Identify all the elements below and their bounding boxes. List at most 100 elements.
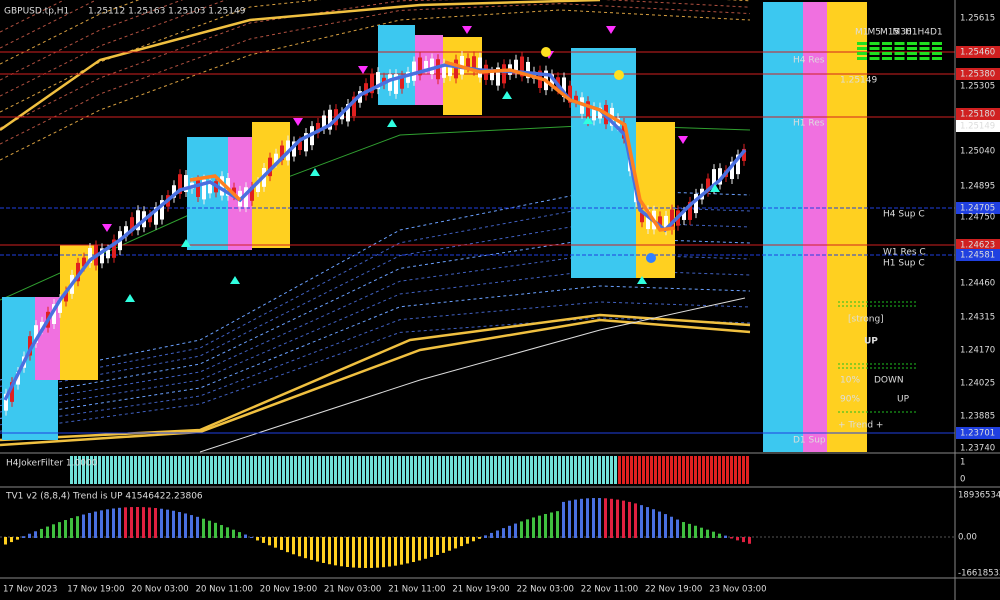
candle-body [316,122,320,134]
filter-bar [182,456,185,484]
filter-bar [310,456,313,484]
oscillator-bar [376,537,379,568]
oscillator-bar [466,537,469,544]
filter-bar [294,456,297,484]
candle-body [82,257,86,267]
ma-orange [189,174,242,202]
filter-bar [166,456,169,484]
time-label: 17 Nov 19:00 [67,585,124,595]
box [803,2,827,452]
level-label: H4 Sup C [883,210,925,220]
oscillator-bar [190,515,193,538]
filter-bar [186,456,189,484]
candle-body [448,66,452,77]
up-pct: 90% [840,395,860,405]
oscillator-bar [64,520,67,538]
candle-body [52,304,56,325]
filter-bar [486,456,489,484]
candle-body [154,207,158,225]
filter-bar [190,456,193,484]
oscillator-bar [568,500,571,538]
oscillator-bar [538,515,541,538]
candle-body [28,336,32,356]
filter-bar [70,456,73,484]
filter-bar [106,456,109,484]
candle-body [268,157,272,177]
oscillator-bar [478,537,481,539]
upper-envelope [0,0,601,132]
filter-bar [122,456,125,484]
ema-white [199,297,746,453]
candle-body [322,115,326,130]
oscillator-bar [508,525,511,538]
price-label: 1.24315 [960,313,995,323]
arrow-down [293,118,303,126]
candle-body [256,182,260,193]
signal-bar [857,42,867,45]
candle-body [436,59,440,80]
filter-bar [630,456,633,484]
candle-body [202,179,206,200]
signal-bar [932,42,942,45]
filter-bar [230,456,233,484]
oscillator-bar [298,537,301,557]
filter-bar [742,456,745,484]
oscillator-bar [556,511,559,538]
candle-body [304,133,308,152]
oscillator-bar [610,498,613,538]
filter-bar [526,456,529,484]
candle-body [178,174,182,194]
signal-bar [919,47,930,50]
oscillator-bar [172,510,175,538]
candle-body [490,71,494,81]
filter-bar [394,456,397,484]
filter-bar [110,456,113,484]
filter-bar [350,456,353,484]
candle-body [274,153,278,163]
oscillator-bar [724,535,727,538]
lower-band [0,317,751,432]
filter-bar [306,456,309,484]
filter-bar [482,456,485,484]
filter-bar [462,456,465,484]
candle-body [574,95,578,103]
candle-body [40,321,44,330]
filter-bar [158,456,161,484]
oscillator-bar [100,510,103,538]
filter-bar [674,456,677,484]
price-label: 1.23740 [960,444,995,454]
signal-bar [857,47,867,50]
price-label: 1.23701 [960,429,995,439]
oscillator-bar [676,519,679,538]
oscillator-bar [670,516,673,538]
filter-bar [390,456,393,484]
filter-bar [714,456,717,484]
oscillator-bar [382,537,385,568]
candle-body [10,382,14,402]
signal-bar [894,42,905,45]
timeframe: M30 [893,28,912,38]
time-label: 22 Nov 11:00 [581,585,638,595]
filter-bar [738,456,741,484]
oscillator-bar [112,508,115,538]
filter-bar [702,456,705,484]
candle-body [370,73,374,94]
oscillator-bar [646,507,649,538]
filter-bar [162,456,165,484]
symbol: GBPUSD.tp,H1 [4,7,69,17]
filter-bar [234,456,237,484]
candle-body [682,211,686,220]
oscillator-bar [472,537,475,542]
arrow-up [387,119,397,127]
oscillator-bar [688,523,691,538]
oscillator-bar [550,512,553,538]
price-label: 1.25040 [960,147,995,157]
filter-bar [530,456,533,484]
candle-body [418,57,422,76]
filter-bar [746,456,749,484]
oscillator-bar [76,516,79,538]
oscillator-bar [268,537,271,546]
oscillator-bar [580,498,583,538]
filter-bar [102,456,105,484]
